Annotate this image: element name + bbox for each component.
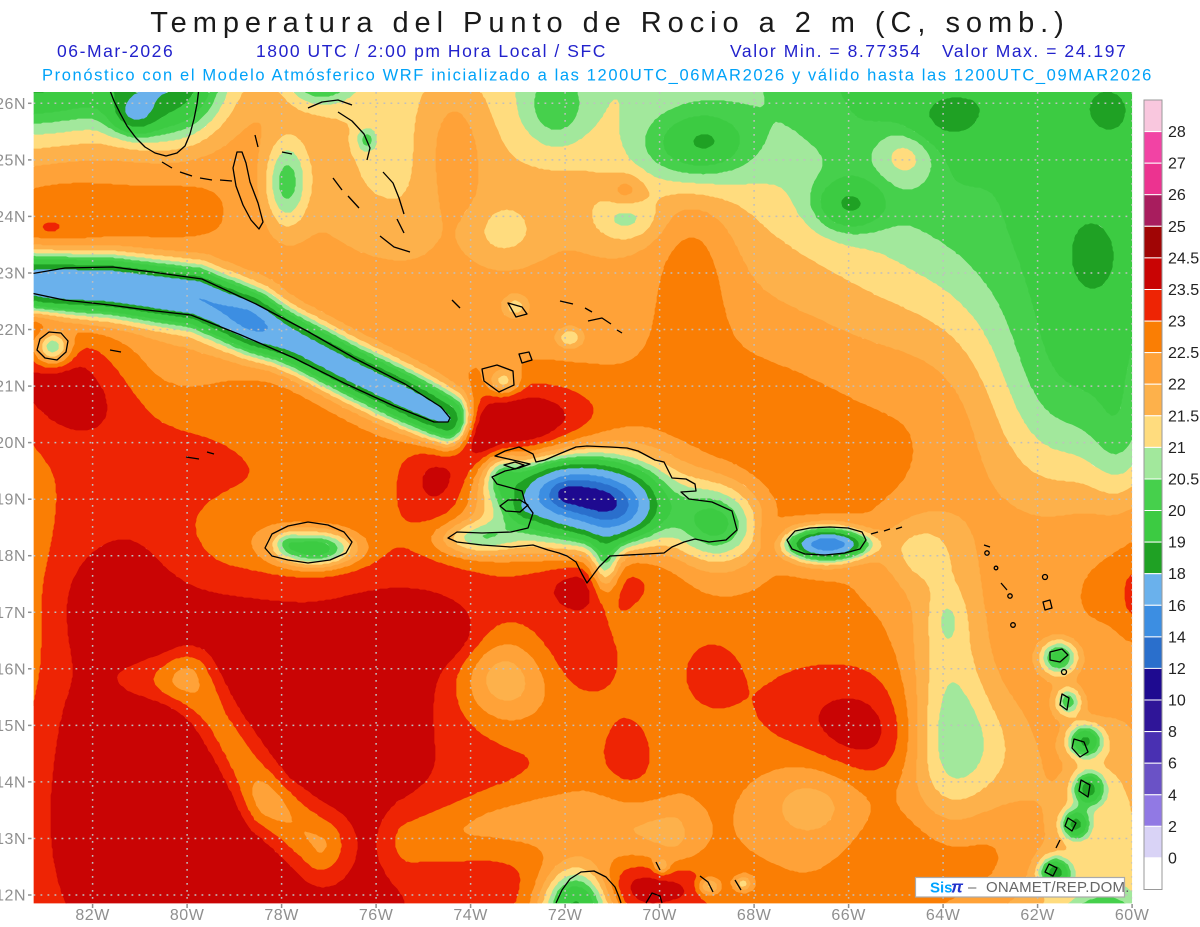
svg-text:27: 27 [1168,156,1186,173]
svg-text:17N: 17N [0,605,26,622]
svg-text:10: 10 [1168,693,1186,710]
svg-text:19N: 19N [0,492,26,509]
svg-text:4: 4 [1168,787,1177,804]
svg-text:1800 UTC / 2:00 pm Hora Local: 1800 UTC / 2:00 pm Hora Local / SFC [256,41,607,61]
svg-text:Pronóstico con el Modelo Atmo: Pronóstico con el Modelo Atmósferico W… [42,67,1153,85]
svg-text:Valor Min. = 8.77354: Valor Min. = 8.77354 [730,41,922,61]
svg-text:Sis: Sis [930,880,953,897]
svg-text:20N: 20N [0,435,26,452]
svg-text:20: 20 [1168,503,1186,520]
svg-text:6: 6 [1168,756,1177,773]
svg-text:8: 8 [1168,724,1177,741]
svg-text:22: 22 [1168,377,1186,394]
svg-text:66W: 66W [831,907,866,924]
svg-text:14: 14 [1168,629,1186,646]
svg-text:π: π [951,878,964,897]
svg-text:21N: 21N [0,379,26,396]
svg-text:62W: 62W [1020,907,1055,924]
svg-text:26: 26 [1168,187,1186,204]
svg-text:70W: 70W [642,907,677,924]
svg-text:82W: 82W [75,907,110,924]
svg-text:80W: 80W [170,907,205,924]
svg-text:22.5: 22.5 [1168,345,1199,362]
svg-text:26N: 26N [0,96,26,113]
svg-text:2: 2 [1168,819,1177,836]
svg-text:72W: 72W [548,907,583,924]
svg-text:16: 16 [1168,598,1186,615]
svg-text:Valor Max. = 24.197: Valor Max. = 24.197 [942,41,1127,61]
svg-text:22N: 22N [0,322,26,339]
svg-text:19: 19 [1168,535,1186,552]
svg-text:ONAMET/REP.DOM.: ONAMET/REP.DOM. [986,879,1130,896]
svg-text:60W: 60W [1115,907,1150,924]
svg-text:13N: 13N [0,831,26,848]
svg-text:23.5: 23.5 [1168,282,1199,299]
svg-text:0: 0 [1168,850,1177,867]
svg-text:16N: 16N [0,661,26,678]
svg-text:24N: 24N [0,209,26,226]
svg-text:21.5: 21.5 [1168,408,1199,425]
svg-text:15N: 15N [0,718,26,735]
svg-text:21: 21 [1168,440,1186,457]
svg-text:76W: 76W [359,907,394,924]
svg-text:28: 28 [1168,124,1186,141]
svg-text:–: – [968,879,977,896]
svg-text:23N: 23N [0,266,26,283]
svg-text:12: 12 [1168,661,1186,678]
svg-text:20.5: 20.5 [1168,472,1199,489]
svg-text:06-Mar-2026: 06-Mar-2026 [57,41,174,61]
svg-text:25: 25 [1168,219,1186,236]
svg-text:14N: 14N [0,774,26,791]
svg-text:78W: 78W [264,907,299,924]
svg-text:68W: 68W [737,907,772,924]
svg-text:64W: 64W [926,907,961,924]
svg-text:23: 23 [1168,314,1186,331]
svg-text:24.5: 24.5 [1168,250,1199,267]
svg-text:25N: 25N [0,152,26,169]
svg-text:18: 18 [1168,566,1186,583]
svg-text:18N: 18N [0,548,26,565]
svg-text:74W: 74W [453,907,488,924]
svg-text:Temperatura del Punto de Rocio: Temperatura del Punto de Rocio a 2 m (C,… [150,7,1070,39]
svg-text:12N: 12N [0,888,26,905]
